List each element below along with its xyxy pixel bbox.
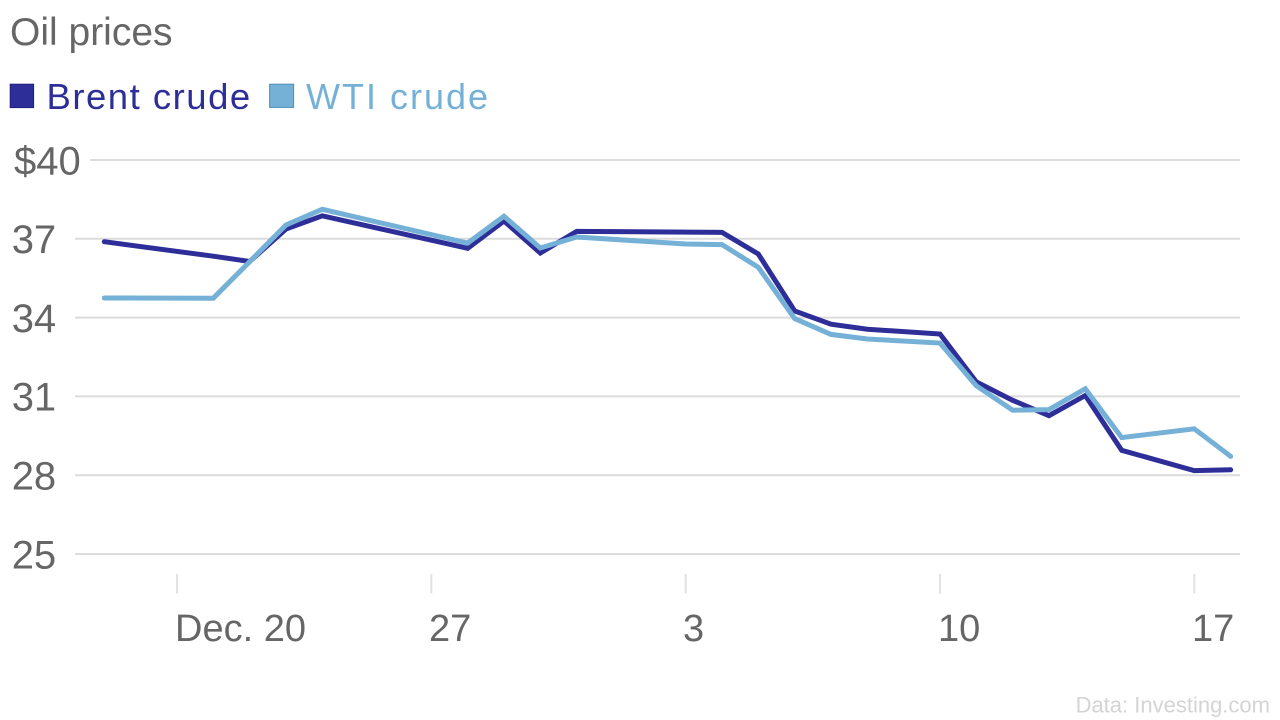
svg-text:Data: Investing.com: Data: Investing.com: [1076, 693, 1270, 718]
svg-text:27: 27: [429, 608, 471, 650]
svg-text:31: 31: [12, 376, 57, 420]
svg-text:17: 17: [1192, 608, 1234, 650]
svg-text:10: 10: [938, 608, 980, 650]
svg-text:$40: $40: [14, 139, 81, 183]
svg-text:3: 3: [683, 608, 704, 650]
svg-text:WTI crude: WTI crude: [306, 76, 490, 117]
svg-text:34: 34: [12, 297, 57, 341]
svg-text:37: 37: [12, 218, 57, 262]
svg-text:Oil prices: Oil prices: [10, 11, 173, 54]
svg-text:25: 25: [12, 533, 57, 577]
svg-text:Dec. 20: Dec. 20: [175, 608, 306, 650]
svg-text:Brent crude: Brent crude: [47, 76, 252, 117]
svg-text:28: 28: [12, 455, 57, 499]
